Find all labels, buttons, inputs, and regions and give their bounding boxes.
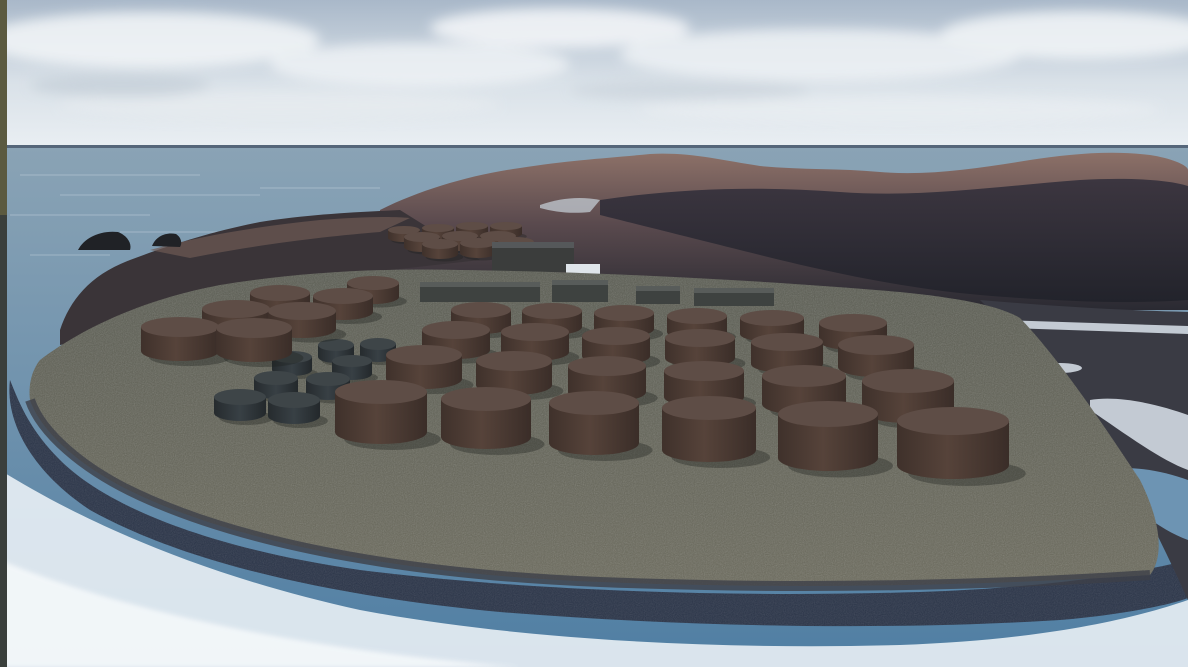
right-rocks (980, 300, 1188, 600)
clouds (0, 8, 1188, 124)
small-tank (268, 392, 328, 428)
surf-foam (0, 470, 1188, 667)
large-tank (141, 317, 231, 366)
headland-top (150, 216, 410, 258)
background-tank (422, 239, 464, 262)
cliff-face (600, 178, 1188, 303)
sea-stacks (78, 231, 182, 250)
surf-foam-near (0, 560, 520, 667)
small-tank (214, 389, 274, 425)
large-tank (476, 351, 564, 400)
large-tank (441, 387, 545, 456)
left-edge-strip (0, 0, 7, 667)
background-tank (460, 238, 502, 261)
horizon-line (0, 145, 1188, 148)
large-tank (549, 391, 653, 462)
small-tank-group (214, 338, 402, 428)
large-tank (216, 318, 304, 367)
large-tank-field (141, 276, 1026, 486)
large-tank (778, 401, 893, 478)
pump-house-roofs (420, 280, 774, 293)
warehouse-building (492, 246, 574, 272)
large-tank (897, 407, 1026, 486)
left-edge-photo-fragment (0, 0, 7, 215)
warehouse-roof (492, 242, 574, 248)
pad-edge-berm (25, 398, 1151, 591)
snow-patch (540, 197, 600, 213)
large-tank (335, 380, 441, 451)
pump-house-row (420, 284, 774, 306)
shoreline-rubble-grain (9, 380, 1188, 627)
large-tank (662, 396, 771, 469)
white-building (566, 264, 600, 274)
